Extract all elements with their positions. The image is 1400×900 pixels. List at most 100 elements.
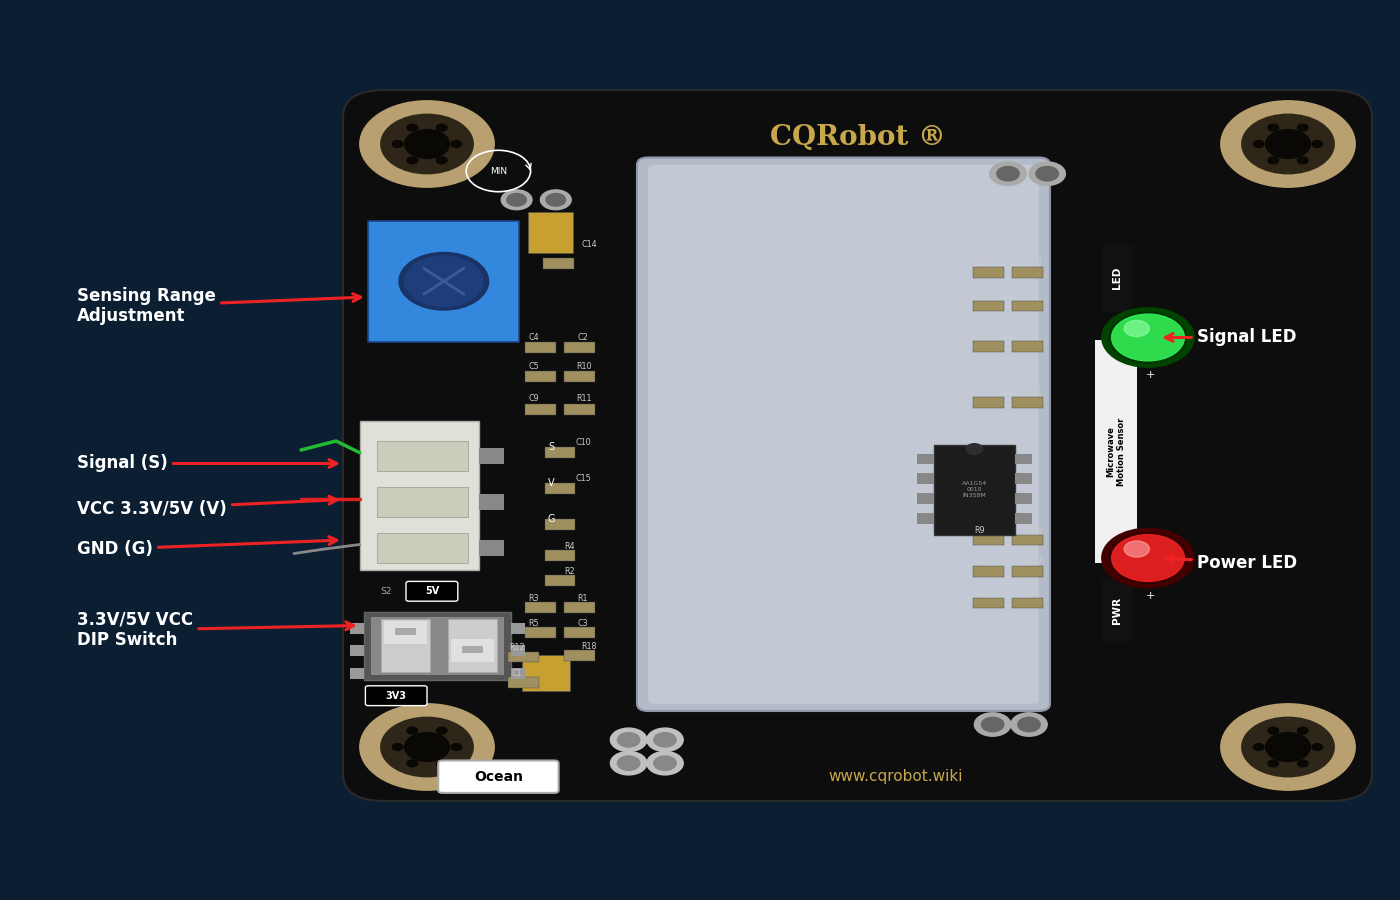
Circle shape xyxy=(1266,130,1310,158)
Circle shape xyxy=(1124,541,1149,557)
Text: Microwave
Motion Sensor: Microwave Motion Sensor xyxy=(1106,418,1126,486)
FancyBboxPatch shape xyxy=(406,581,458,601)
Text: C13: C13 xyxy=(1026,258,1043,267)
Circle shape xyxy=(1221,704,1355,790)
Text: CQRobot ®: CQRobot ® xyxy=(770,124,945,151)
Text: C3: C3 xyxy=(577,619,588,628)
Circle shape xyxy=(981,717,1004,732)
Text: C2: C2 xyxy=(577,333,588,342)
Text: C6: C6 xyxy=(974,589,986,598)
Circle shape xyxy=(647,752,683,775)
Bar xyxy=(545,550,575,561)
Circle shape xyxy=(407,760,417,767)
Circle shape xyxy=(1268,157,1278,164)
Bar xyxy=(377,441,468,471)
Bar xyxy=(1012,566,1043,577)
Text: R3: R3 xyxy=(528,594,539,603)
Bar xyxy=(545,483,575,494)
Text: Power LED: Power LED xyxy=(1165,554,1298,572)
Circle shape xyxy=(437,157,447,164)
Text: MIN: MIN xyxy=(490,166,507,176)
Circle shape xyxy=(1112,535,1184,581)
Bar xyxy=(917,513,934,524)
Bar xyxy=(528,212,573,253)
Bar xyxy=(381,619,430,672)
Text: R10: R10 xyxy=(575,362,592,371)
Text: 5V: 5V xyxy=(426,586,440,597)
Bar xyxy=(511,645,525,656)
Circle shape xyxy=(610,728,647,752)
Bar xyxy=(525,404,556,415)
Bar xyxy=(1015,493,1032,504)
Text: R14: R14 xyxy=(972,258,988,267)
Circle shape xyxy=(437,727,447,734)
Circle shape xyxy=(1268,760,1278,767)
Circle shape xyxy=(1266,733,1310,761)
Bar xyxy=(368,220,519,342)
Circle shape xyxy=(451,140,462,148)
Circle shape xyxy=(610,752,647,775)
Bar xyxy=(917,454,934,464)
Text: C11: C11 xyxy=(1026,387,1043,396)
Bar xyxy=(1012,341,1043,352)
Bar xyxy=(1012,267,1043,278)
Circle shape xyxy=(451,743,462,751)
Circle shape xyxy=(507,194,526,206)
Text: Ocean: Ocean xyxy=(473,770,524,784)
Bar xyxy=(1015,473,1032,484)
Circle shape xyxy=(1268,727,1278,734)
Text: R15: R15 xyxy=(972,332,988,341)
Text: R8: R8 xyxy=(1029,589,1040,598)
Text: C8: C8 xyxy=(1029,332,1040,341)
Circle shape xyxy=(381,114,473,174)
Bar xyxy=(377,533,468,562)
Circle shape xyxy=(407,157,417,164)
Bar xyxy=(543,258,574,269)
Text: R4: R4 xyxy=(564,542,575,551)
FancyBboxPatch shape xyxy=(648,165,1039,704)
Circle shape xyxy=(501,190,532,210)
Text: GND (G): GND (G) xyxy=(77,536,337,558)
Bar xyxy=(1012,535,1043,545)
Text: S2: S2 xyxy=(381,587,392,596)
Bar xyxy=(973,301,1004,311)
Circle shape xyxy=(654,733,676,747)
Text: C5: C5 xyxy=(528,362,539,371)
Bar xyxy=(564,371,595,382)
Circle shape xyxy=(1253,140,1264,148)
Bar xyxy=(917,473,934,484)
Bar xyxy=(350,668,364,679)
Bar xyxy=(377,487,468,517)
Circle shape xyxy=(1029,162,1065,185)
Bar xyxy=(1015,454,1032,464)
Circle shape xyxy=(540,190,571,210)
Text: V: V xyxy=(549,478,554,489)
Bar xyxy=(451,639,494,662)
Bar xyxy=(1102,579,1133,642)
Text: AA1G54
0010
IN358M: AA1G54 0010 IN358M xyxy=(962,482,987,498)
Text: R13: R13 xyxy=(972,387,988,396)
Text: +: + xyxy=(1147,590,1155,601)
Bar xyxy=(448,619,497,672)
FancyBboxPatch shape xyxy=(637,158,1050,711)
Text: R2: R2 xyxy=(564,567,575,576)
Text: R1: R1 xyxy=(577,594,588,603)
Text: R17: R17 xyxy=(1026,557,1043,566)
Circle shape xyxy=(546,194,566,206)
Bar xyxy=(525,371,556,382)
Bar xyxy=(973,535,1004,545)
Text: www.cqrobot.wiki: www.cqrobot.wiki xyxy=(829,770,963,784)
Bar xyxy=(479,494,504,510)
Circle shape xyxy=(405,256,483,306)
Circle shape xyxy=(392,140,403,148)
Text: VCC 3.3V/5V (V): VCC 3.3V/5V (V) xyxy=(77,496,337,518)
Circle shape xyxy=(974,713,1011,736)
Text: C4: C4 xyxy=(528,333,539,342)
Bar xyxy=(511,623,525,634)
Circle shape xyxy=(1011,713,1047,736)
Circle shape xyxy=(647,728,683,752)
Circle shape xyxy=(1018,717,1040,732)
Text: PWR: PWR xyxy=(1112,597,1123,624)
Bar xyxy=(564,404,595,415)
Text: S: S xyxy=(549,442,554,453)
